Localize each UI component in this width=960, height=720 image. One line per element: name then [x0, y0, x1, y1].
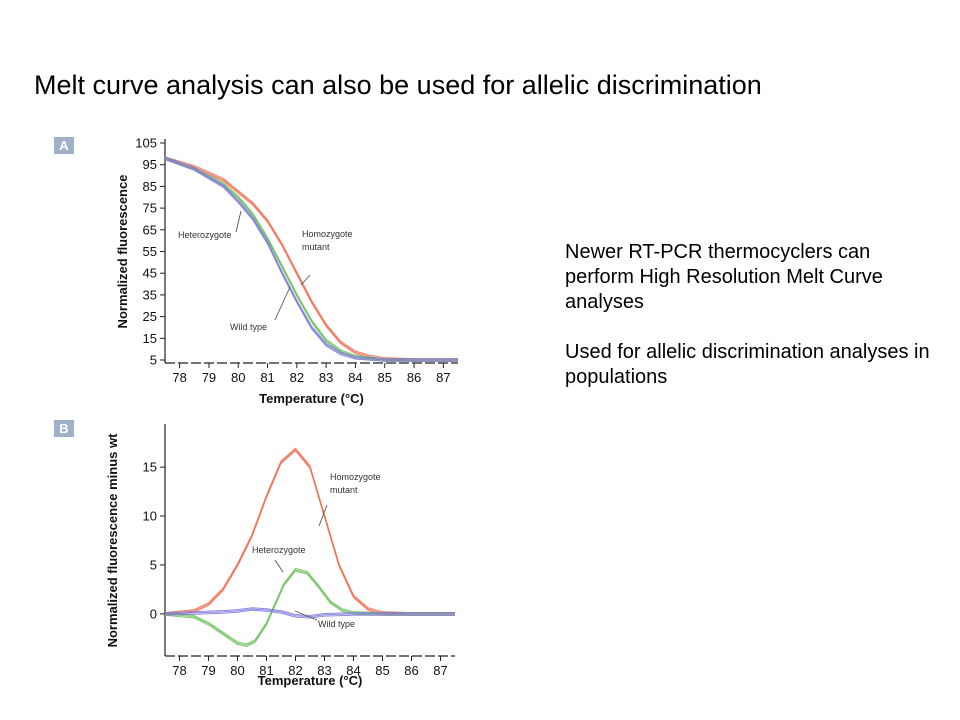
- side-paragraph-2: Used for allelic discrimination analyses…: [565, 341, 930, 388]
- series-line-heterozygote: [164, 567, 455, 645]
- series-line-wild-type: [164, 157, 458, 361]
- y-tick-label: 15: [143, 331, 157, 346]
- series-line-homozygote-mutant: [164, 156, 458, 360]
- series-heterozygote: [164, 567, 456, 648]
- x-tick-label: 78: [172, 370, 186, 385]
- x-tick-label: 80: [231, 370, 245, 385]
- series-line-homozygote-mutant: [164, 450, 455, 616]
- y-tick-label: 0: [150, 606, 157, 621]
- x-tick-label: 87: [436, 370, 450, 385]
- y-tick-label: 65: [143, 222, 157, 237]
- panel-b-badge: B: [54, 420, 74, 437]
- series-line-heterozygote: [164, 569, 455, 646]
- series-line-wild-type: [164, 607, 455, 617]
- series-heterozygote: [164, 156, 459, 362]
- series-line-wild-type: [164, 608, 455, 618]
- y-tick-label: 5: [150, 557, 157, 572]
- y-tick-label: 35: [143, 287, 157, 302]
- series-wild-type: [164, 156, 459, 362]
- x-tick-label: 85: [378, 370, 392, 385]
- x-tick-label: 84: [348, 370, 362, 385]
- x-axis-label: Temperature (°C): [258, 673, 363, 688]
- series-line-homozygote-mutant: [164, 447, 455, 614]
- annotation-mutant: mutant: [330, 485, 358, 495]
- series-line-wild-type: [164, 156, 458, 360]
- annotation-leader: [274, 559, 284, 573]
- x-tick-label: 84: [346, 663, 360, 678]
- y-tick-label: 15: [143, 460, 157, 475]
- y-axis-label: Normalized fluorescence: [115, 175, 130, 329]
- y-tick-label: 95: [143, 157, 157, 172]
- x-tick-label: 85: [375, 663, 389, 678]
- annotation-homozygote: Homozygote: [302, 229, 353, 239]
- y-axis-label: Normalized fluorescence minus wt: [105, 433, 120, 648]
- annotation-heterozygote: Heterozygote: [178, 230, 232, 240]
- y-tick-label: 85: [143, 179, 157, 194]
- x-tick-label: 86: [407, 370, 421, 385]
- slide-title: Melt curve analysis can also be used for…: [34, 70, 762, 100]
- x-tick-label: 83: [317, 663, 331, 678]
- annotation-leader: [274, 286, 291, 321]
- series-line-wild-type: [164, 159, 458, 362]
- annotation-wild-type: Wild type: [230, 322, 267, 332]
- y-tick-label: 45: [143, 266, 157, 281]
- x-tick-label: 87: [433, 663, 447, 678]
- y-tick-label: 5: [150, 353, 157, 368]
- series-line-heterozygote: [164, 156, 458, 360]
- x-tick-label: 86: [404, 663, 418, 678]
- annotation-leader: [300, 274, 311, 286]
- annotation-mutant: mutant: [302, 242, 330, 252]
- x-tick-label: 79: [202, 370, 216, 385]
- series-line-homozygote-mutant: [164, 448, 455, 615]
- annotation-leader: [318, 504, 328, 527]
- annotation-homozygote: Homozygote: [330, 472, 381, 482]
- panel-a-badge: A: [54, 137, 74, 154]
- x-tick-label: 81: [259, 663, 273, 678]
- annotation-leader: [235, 210, 242, 233]
- series-homozygote-mutant: [164, 447, 456, 616]
- series-homozygote-mutant: [164, 156, 459, 362]
- melt-curve-chart-a: 78 79 80 81 82 83 84 85 86 87 105 95 85 75 65 55 45 35 25 1…: [115, 136, 459, 406]
- y-tick-label: 55: [143, 244, 157, 259]
- x-tick-label: 78: [172, 663, 186, 678]
- x-tick-label: 82: [290, 370, 304, 385]
- series-line-heterozygote: [164, 570, 455, 648]
- x-tick-label: 83: [319, 370, 333, 385]
- y-tick-label: 105: [135, 136, 157, 151]
- series-line-wild-type: [164, 609, 455, 619]
- annotation-heterozygote: Heterozygote: [252, 545, 306, 555]
- y-tick-label: 10: [143, 509, 157, 524]
- series-line-heterozygote: [164, 157, 458, 361]
- y-tick-label: 75: [143, 201, 157, 216]
- series-line-homozygote-mutant: [164, 157, 458, 361]
- x-tick-label: 82: [288, 663, 302, 678]
- annotation-wild-type: Wild type: [318, 619, 355, 629]
- side-text: Newer RT-PCR thermocyclers can perform H…: [565, 240, 935, 415]
- series-line-heterozygote: [164, 159, 458, 362]
- x-tick-label: 79: [201, 663, 215, 678]
- x-tick-label: 81: [260, 370, 274, 385]
- melt-curve-chart-b: 78 79 80 81 82 83 84 85 86 87 15 10 5 0 Temperature (°…: [105, 424, 456, 688]
- x-tick-label: 80: [230, 663, 244, 678]
- series-line-homozygote-mutant: [164, 159, 458, 362]
- series-wild-type: [164, 607, 456, 619]
- side-paragraph-1: Newer RT-PCR thermocyclers can perform H…: [565, 241, 883, 313]
- annotation-leader: [294, 610, 318, 621]
- y-tick-label: 25: [143, 309, 157, 324]
- x-axis-label: Temperature (°C): [259, 391, 364, 406]
